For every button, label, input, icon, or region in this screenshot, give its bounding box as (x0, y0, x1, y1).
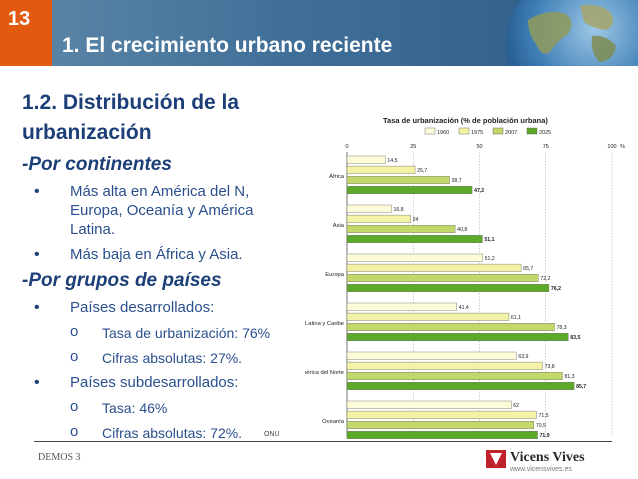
legend-swatch (492, 127, 504, 135)
bar (346, 165, 416, 174)
bar-value-label: 14,5 (387, 158, 397, 164)
bullet-item: Más alta en América del N, Europa, Ocean… (22, 182, 272, 239)
footer-text: DEMOS 3 (38, 452, 81, 463)
bar-value-label: 51,2 (485, 256, 495, 262)
bullet-developed: Países desarrollados: (22, 298, 272, 317)
bar-value-label: 38,7 (452, 178, 462, 184)
bar (346, 400, 512, 409)
bar-value-label: 78,3 (556, 325, 566, 331)
bar (346, 410, 537, 419)
legend-swatch (526, 127, 538, 135)
urbanization-chart: Tasa de urbanización (% de población urb… (305, 116, 625, 439)
axis-unit: % (620, 144, 625, 150)
legend-label: 1975 (471, 130, 483, 136)
bullet-item: Más baja en África y Asia. (22, 245, 272, 264)
category-label: Europa (325, 272, 344, 278)
tick-label: 75 (543, 144, 549, 150)
legend-swatch (424, 127, 436, 135)
bar-value-label: 62 (513, 403, 519, 409)
bar-value-label: 71,5 (538, 413, 548, 419)
bar (346, 284, 550, 293)
sub-item: o Tasa de urbanización: 76% (70, 323, 271, 341)
chart-title: Tasa de urbanización (% de población urb… (383, 116, 548, 125)
bar-value-label: 24 (413, 217, 419, 223)
bar (346, 253, 483, 262)
legend-label: 2025 (539, 130, 551, 136)
logo-brand: Vicens Vives (510, 450, 585, 465)
bar (346, 302, 457, 311)
sub-item: o Cifras absolutas: 27%. (70, 348, 243, 366)
bar-value-label: 76,2 (551, 286, 561, 292)
sub-item: o Cifras absolutas: 72%. (70, 423, 243, 441)
bar-value-label: 85,7 (576, 384, 586, 390)
continents-label: -Por continentes (22, 154, 172, 175)
bar (346, 175, 450, 184)
legend-label: 2007 (505, 130, 517, 136)
legend-label: 1960 (437, 130, 449, 136)
slide-number: 13 (0, 0, 52, 66)
text-panel: 1.2. Distribución de la urbanización -Po… (22, 88, 272, 442)
bar (346, 224, 456, 233)
bar-value-label: 70,5 (536, 423, 546, 429)
groups-label: -Por grupos de países (22, 270, 222, 291)
bar (346, 186, 473, 195)
bar-value-label: 25,7 (417, 168, 427, 174)
bar-value-label: 63,9 (518, 354, 528, 360)
bar (346, 351, 517, 360)
bar (346, 382, 575, 390)
footer-divider (34, 441, 612, 442)
bar-value-label: 72,2 (540, 276, 550, 282)
bar (346, 204, 392, 213)
vicens-vives-logo: Vicens Vives www.vicensvives.es (486, 450, 626, 476)
bullet-underdeveloped: Países subdesarrollados: (22, 373, 272, 392)
sub-item: o Tasa: 46% (70, 398, 168, 416)
chart-source: ONU (264, 431, 280, 438)
bar (346, 372, 563, 380)
bar-value-label: 61,1 (511, 315, 521, 321)
tick-label: 0 (345, 144, 348, 150)
header-bar: 13 1. El crecimiento urbano reciente (0, 0, 638, 66)
section-heading: 1.2. Distribución de la urbanización (22, 91, 240, 144)
bar-value-label: 73,8 (545, 364, 555, 370)
bar-value-label: 65,7 (523, 266, 533, 272)
bar (346, 214, 411, 223)
globe-icon (488, 0, 638, 66)
category-label: África (329, 173, 345, 180)
category-label: América del Norte (305, 370, 344, 376)
bar (346, 155, 386, 164)
bar-value-label: 51,1 (484, 237, 494, 243)
bar-value-label: 40,8 (457, 227, 467, 233)
bar (346, 361, 543, 370)
bar (346, 273, 539, 282)
category-label: Oceanía (322, 419, 345, 425)
bar (346, 312, 510, 321)
legend-swatch (458, 127, 470, 135)
bar (346, 431, 538, 439)
category-label: América Latina y Caribe (305, 321, 344, 327)
bar-value-label: 16,8 (394, 207, 404, 213)
bar (346, 322, 555, 331)
tick-label: 100 (607, 144, 616, 150)
tick-label: 50 (476, 144, 482, 150)
bar (346, 333, 569, 342)
bar-value-label: 81,3 (564, 374, 574, 380)
page-title: 1. El crecimiento urbano reciente (62, 34, 393, 57)
category-label: Asia (333, 223, 345, 229)
bar (346, 263, 522, 272)
tick-label: 25 (410, 144, 416, 150)
bar (346, 235, 483, 244)
bar-value-label: 71,9 (540, 433, 550, 439)
logo-url: www.vicensvives.es (510, 466, 572, 473)
bar-value-label: 47,2 (474, 188, 484, 194)
logo-icon (486, 450, 506, 468)
bar (346, 421, 535, 429)
bar-value-label: 41,4 (459, 305, 469, 311)
bar-value-label: 83,5 (570, 335, 580, 341)
